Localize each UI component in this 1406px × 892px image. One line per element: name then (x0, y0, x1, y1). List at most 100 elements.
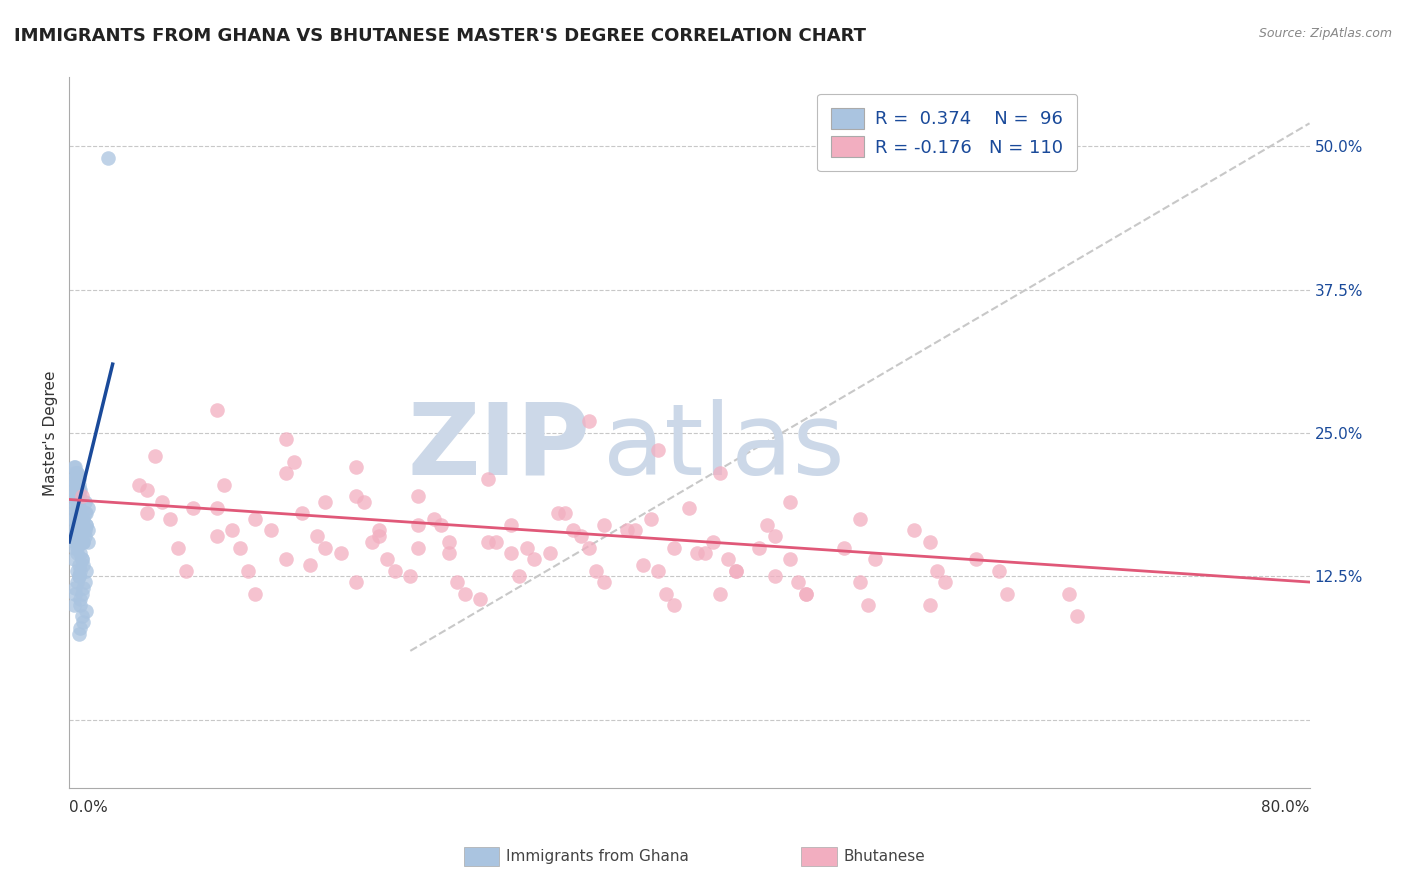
Point (640, 512, 662, 526)
Point (63, 512, 86, 526)
Point (66, 483, 89, 498)
Point (135, 483, 157, 498)
Point (995, 586, 1018, 600)
Point (72, 512, 94, 526)
Point (70, 535, 93, 549)
Text: atlas: atlas (603, 399, 844, 496)
Point (67, 569, 90, 583)
Point (70, 552, 93, 566)
Point (128, 477, 150, 491)
Point (70, 524, 93, 538)
Point (69, 529, 91, 543)
Point (430, 517, 453, 532)
Text: Immigrants from Ghana: Immigrants from Ghana (506, 849, 689, 863)
Point (67, 483, 90, 498)
Point (918, 535, 941, 549)
Point (63, 552, 86, 566)
Point (501, 517, 523, 532)
Point (72, 615, 94, 630)
Point (368, 529, 391, 543)
Point (66, 489, 89, 503)
Point (67, 626, 90, 640)
Point (453, 586, 475, 600)
Point (329, 546, 352, 560)
Point (477, 472, 499, 486)
Point (501, 546, 523, 560)
Point (647, 564, 669, 578)
Point (585, 564, 607, 578)
Point (406, 541, 429, 555)
Point (63, 460, 86, 475)
Point (73, 529, 96, 543)
Point (569, 529, 592, 543)
Point (65, 466, 87, 480)
Point (159, 512, 181, 526)
Point (67, 472, 90, 486)
Point (702, 535, 724, 549)
Point (631, 558, 654, 572)
Y-axis label: Master's Degree: Master's Degree (44, 370, 58, 496)
Text: 80.0%: 80.0% (1261, 800, 1309, 815)
Point (63, 506, 86, 520)
Point (66, 564, 89, 578)
Point (236, 564, 259, 578)
Point (779, 495, 801, 509)
Point (67, 477, 90, 491)
Point (69, 517, 91, 532)
Point (709, 466, 731, 480)
Point (69, 529, 91, 543)
Point (849, 512, 872, 526)
Point (344, 575, 367, 590)
Point (72, 517, 94, 532)
Point (69, 546, 91, 560)
Point (67, 489, 90, 503)
Point (245, 586, 267, 600)
Point (76, 535, 98, 549)
Point (538, 546, 561, 560)
Point (70, 489, 93, 503)
Point (63, 489, 86, 503)
Point (307, 529, 329, 543)
Point (73, 575, 96, 590)
Point (66, 535, 89, 549)
Point (794, 586, 817, 600)
Point (63, 598, 86, 612)
Legend: R =  0.374    N =  96, R = -0.176   N = 110: R = 0.374 N = 96, R = -0.176 N = 110 (817, 94, 1077, 171)
Point (593, 575, 616, 590)
Point (63, 489, 86, 503)
Point (662, 598, 685, 612)
Point (66, 466, 89, 480)
Point (150, 495, 173, 509)
Point (75, 604, 97, 618)
Point (205, 500, 228, 515)
Point (516, 541, 538, 555)
Point (75, 506, 97, 520)
Point (678, 500, 700, 515)
Point (70, 552, 93, 566)
Point (468, 592, 491, 607)
Point (655, 586, 678, 600)
Point (755, 517, 778, 532)
Point (965, 552, 987, 566)
Point (1066, 609, 1088, 624)
Point (65, 586, 87, 600)
Point (69, 598, 91, 612)
Point (779, 552, 801, 566)
Point (547, 506, 569, 520)
Point (72, 524, 94, 538)
Point (291, 506, 314, 520)
Point (70, 512, 93, 526)
Point (135, 506, 157, 520)
Point (523, 552, 546, 566)
Point (353, 495, 375, 509)
Point (205, 403, 228, 417)
Point (344, 460, 367, 475)
Point (763, 569, 786, 583)
Point (554, 506, 576, 520)
Point (69, 483, 91, 498)
Point (65, 524, 87, 538)
Point (63, 472, 86, 486)
Point (647, 443, 669, 458)
Point (918, 598, 941, 612)
Point (70, 609, 93, 624)
